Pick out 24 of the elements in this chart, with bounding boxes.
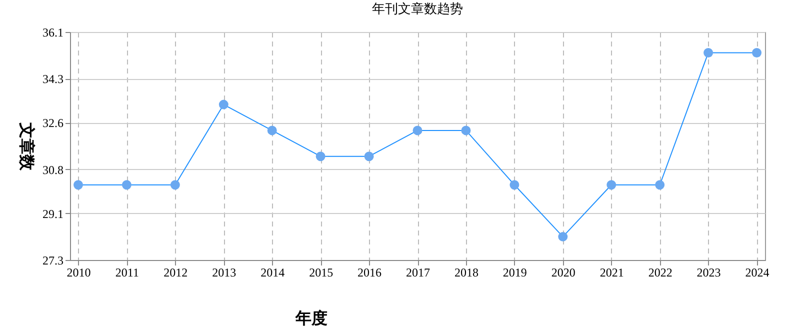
x-tick-label: 2020 [551,266,576,280]
chart-title: 年刊文章数趋势 [372,1,463,16]
x-tick-label: 2016 [358,266,382,280]
y-tick-label: 27.3 [42,254,64,268]
x-tick-label: 2021 [600,266,624,280]
y-tick-label: 30.8 [42,162,64,177]
x-tick-label: 2017 [406,266,430,280]
y-tick-label: 34.3 [42,72,64,86]
y-tick-label: 29.1 [42,206,64,221]
y-axis-title: 文章数 [18,122,36,172]
x-tick-label: 2013 [212,266,236,280]
x-axis-title: 年度 [294,308,328,328]
x-tick-label: 2015 [309,266,334,280]
x-tick-label: 2022 [648,266,672,280]
x-tick-label: 2010 [66,266,91,280]
x-tick-label: 2024 [745,266,770,280]
x-tick-label: 2011 [115,266,139,280]
x-tick-label: 2023 [696,266,721,280]
y-tick-label: 32.6 [42,116,64,130]
x-tick-label: 2012 [164,266,188,280]
x-tick-label: 2014 [260,266,285,280]
y-tick-label: 36.1 [42,26,64,40]
x-tick-label: 2019 [502,266,527,280]
x-tick-label: 2018 [454,266,478,280]
